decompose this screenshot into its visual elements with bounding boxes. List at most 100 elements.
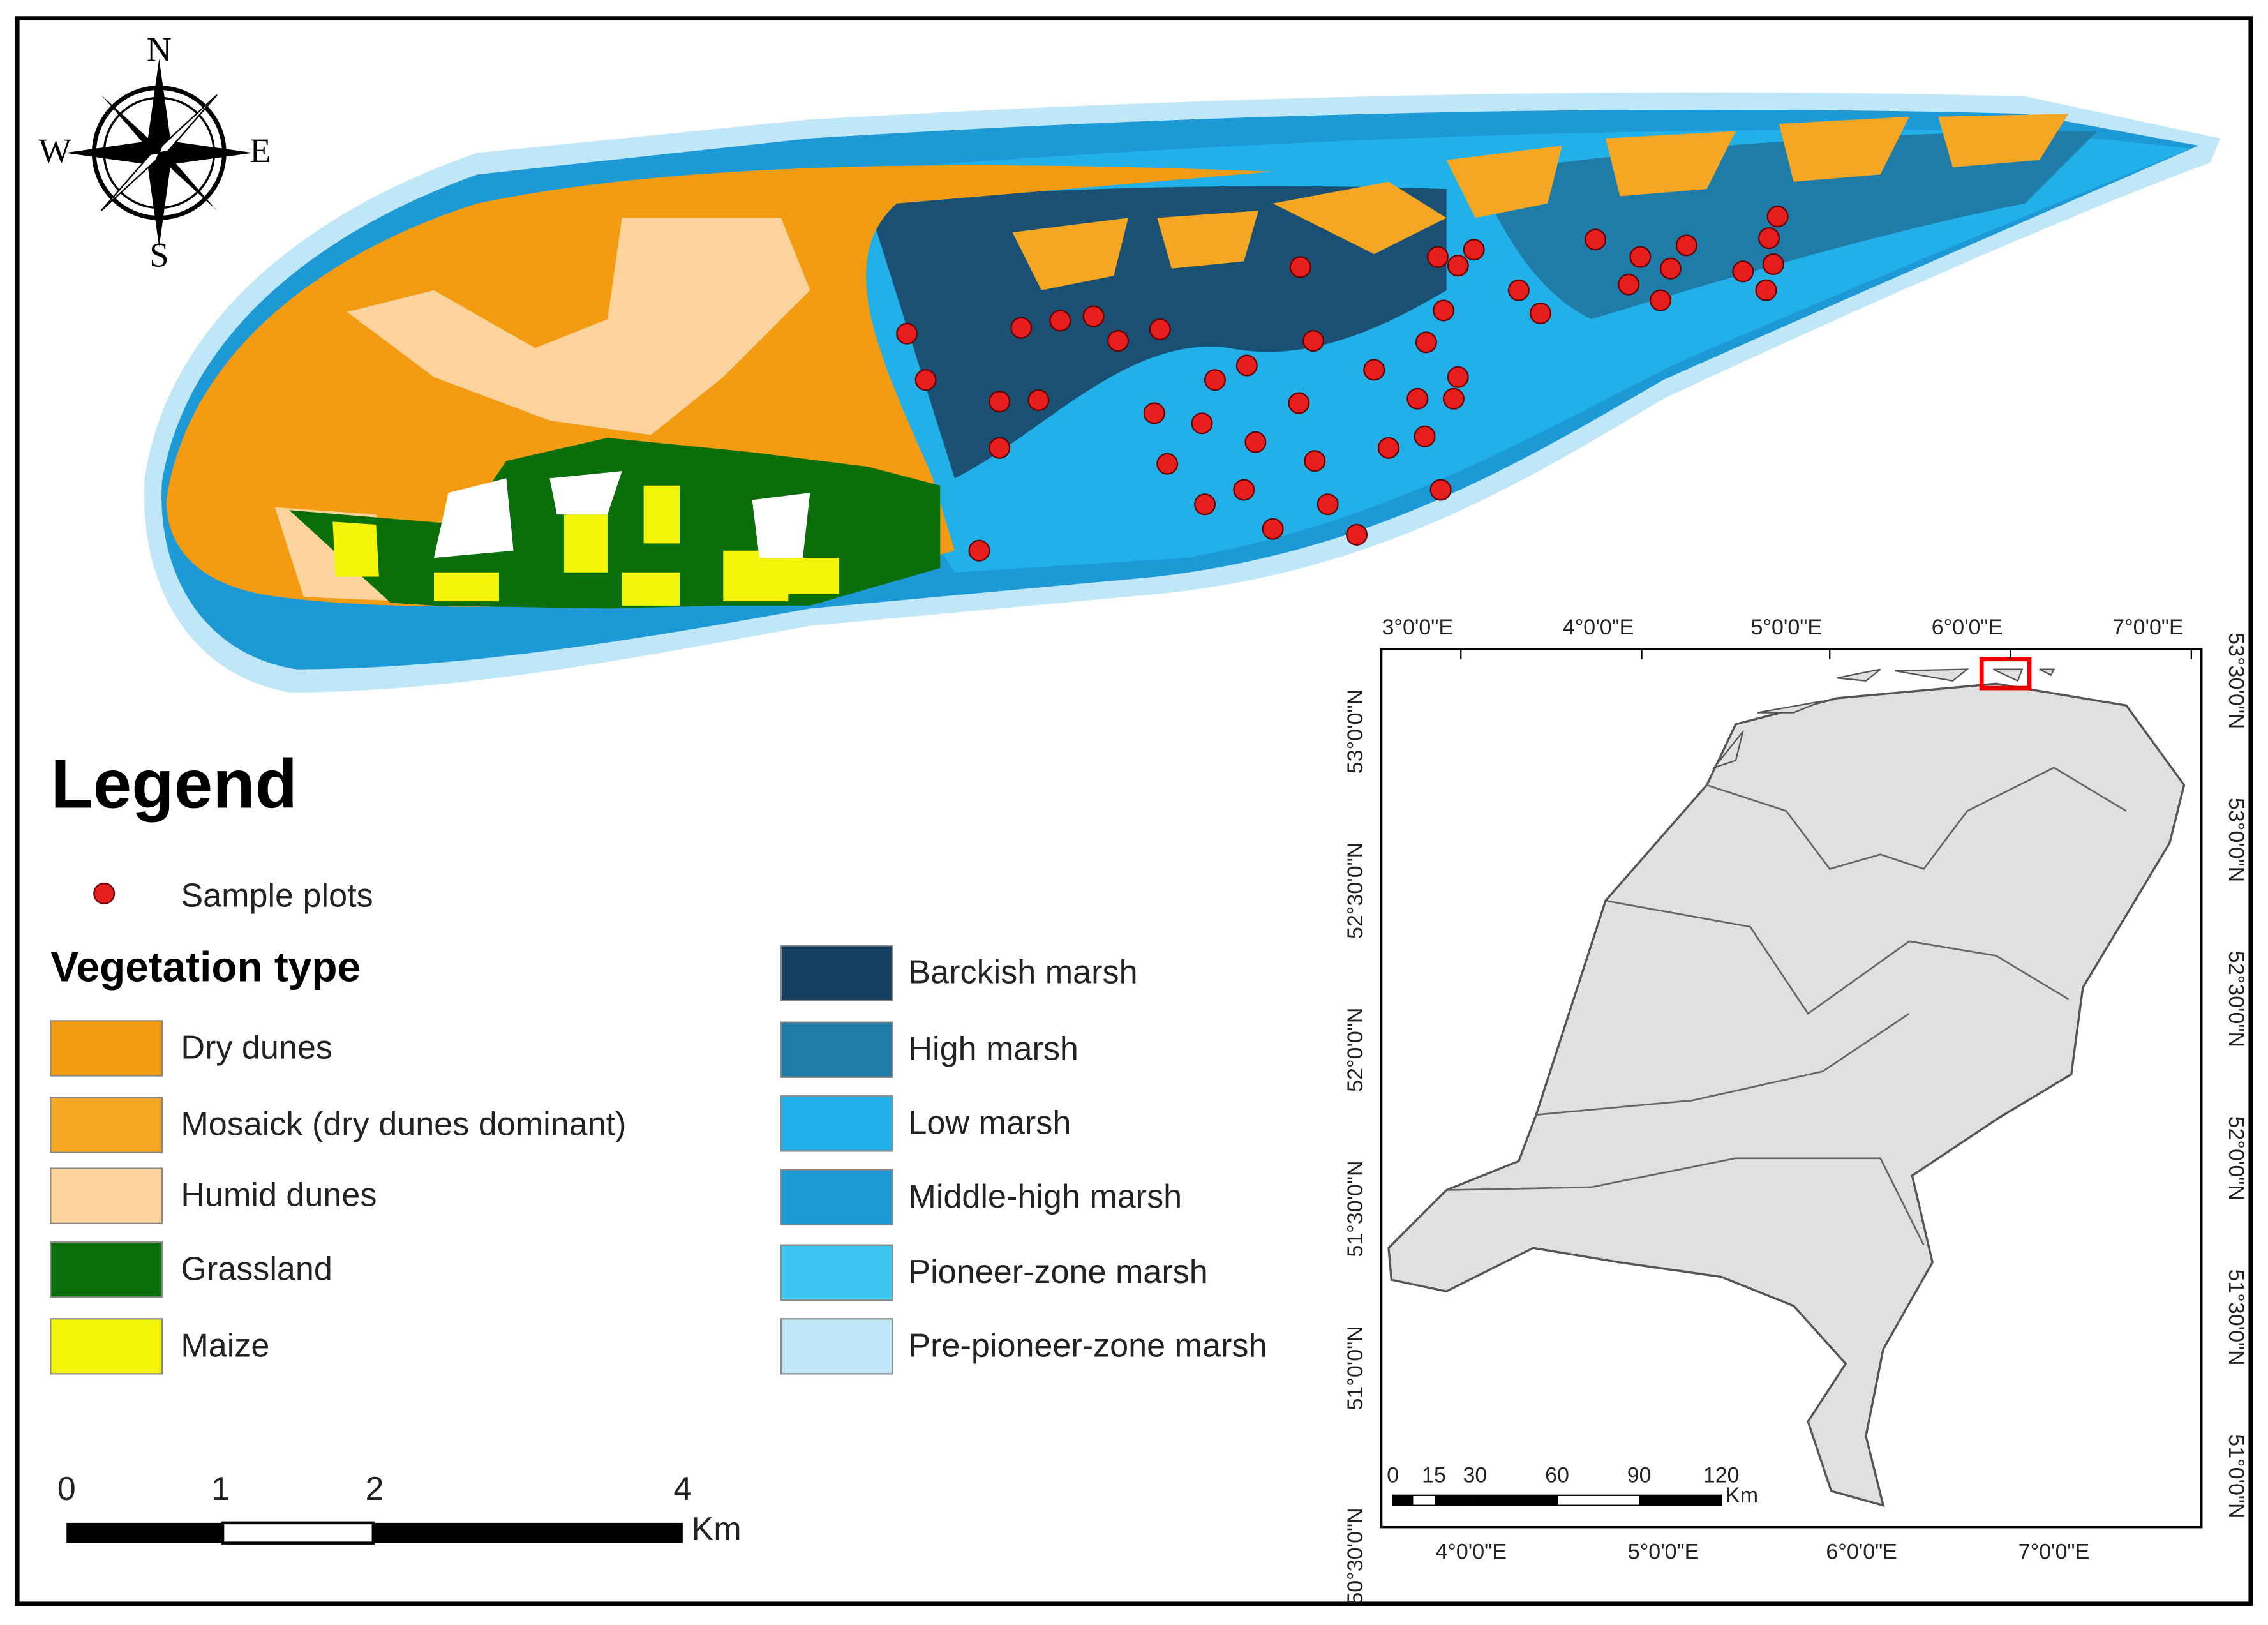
scale-label: 4 <box>673 1471 692 1508</box>
legend-label: Middle-high marsh <box>908 1178 1182 1215</box>
left-coord: 51°0'0"N <box>1343 1326 1368 1410</box>
sample-plot <box>1426 246 1449 268</box>
sample-plot <box>1233 479 1255 501</box>
sample-plot <box>1010 317 1033 339</box>
sample-plot <box>1302 330 1325 352</box>
sample-plot <box>1442 387 1465 410</box>
left-coord: 52°30'0"N <box>1343 842 1368 939</box>
sample-plot <box>1363 359 1385 381</box>
sample-plot <box>1433 299 1455 322</box>
compass-w: W <box>38 131 71 170</box>
sample-plot <box>1758 227 1780 250</box>
sample-plot <box>1650 289 1672 311</box>
bottom-coord: 4°0'0"E <box>1435 1539 1507 1564</box>
legend-swatch <box>50 1097 163 1153</box>
sample-plot <box>1732 260 1754 283</box>
left-coord: 52°0'0"N <box>1343 1008 1368 1092</box>
top-coord: 5°0'0"E <box>1750 615 1822 640</box>
sample-plot <box>1244 431 1267 453</box>
legend-swatch <box>780 945 893 1001</box>
sample-plot <box>914 369 937 391</box>
inset-scale-label: 90 <box>1627 1463 1652 1487</box>
legend-items: Dry dunes Mosaick (dry dunes dominant) Hum… <box>50 945 1267 1375</box>
legend-label: Grassland <box>181 1250 332 1287</box>
inset-scale-label: 120 <box>1703 1463 1740 1487</box>
sample-plot <box>1447 255 1469 277</box>
sample-plot <box>1194 493 1216 516</box>
legend-swatch <box>780 1244 893 1301</box>
right-coord: 51°30'0"N <box>2224 1269 2248 1365</box>
sample-plot-symbol <box>93 882 116 904</box>
sample-plot <box>968 539 990 562</box>
bottom-coord: 7°0'0"E <box>2018 1539 2090 1564</box>
right-coord: 53°0'0"N <box>2224 798 2248 882</box>
scale-bar: 0 1 2 4Km <box>57 1471 742 1548</box>
inset-scale-label: 30 <box>1463 1463 1487 1487</box>
top-coord: 6°0'0"E <box>1932 615 2003 640</box>
sample-plot <box>1463 239 1485 261</box>
right-coord: 52°0'0"N <box>2224 1116 2248 1201</box>
sample-plot <box>1204 369 1226 391</box>
right-coord: 51°0'0"N <box>2224 1434 2248 1518</box>
sample-plot <box>1675 234 1697 257</box>
sample-plot <box>1027 389 1050 412</box>
inset-scale-label: 60 <box>1545 1463 1569 1487</box>
legend-label: Pre-pioneer-zone marsh <box>908 1327 1267 1364</box>
sample-plot <box>1755 279 1777 301</box>
inset-scale-label: 15 <box>1422 1463 1446 1487</box>
legend-swatch <box>50 1318 163 1375</box>
sample-plot <box>1377 437 1399 459</box>
sample-plot <box>1507 279 1530 301</box>
scale-label: 0 <box>57 1471 76 1508</box>
top-coord: 3°0'0"E <box>1382 615 1453 640</box>
sample-plot <box>1156 453 1179 475</box>
sample-plot <box>1235 354 1258 377</box>
sample-plot <box>1406 387 1429 410</box>
top-coord: 4°0'0"E <box>1563 615 1634 640</box>
legend-swatch <box>780 1095 893 1152</box>
sample-plot <box>1289 256 1311 278</box>
sample-plot <box>1049 310 1071 332</box>
sample-plot <box>1762 253 1784 275</box>
legend-swatch <box>780 1021 893 1078</box>
legend-swatch <box>50 1241 163 1298</box>
right-coord: 52°30'0"N <box>2224 951 2248 1047</box>
inset-scale-unit: Km <box>1726 1483 1758 1508</box>
legend-swatch <box>50 1020 163 1077</box>
legend-swatch <box>780 1169 893 1226</box>
sample-plot <box>1191 412 1213 435</box>
inset-map: 3°0'0"E 4°0'0"E 5°0'0"E 6°0'0"E 7°0'0"E 4°0'0… <box>1343 615 2248 1604</box>
sample-plot <box>1618 273 1640 296</box>
sample-plot <box>1447 366 1469 388</box>
sample-plot <box>989 437 1011 459</box>
right-coord: 53°30'0"N <box>2224 633 2248 729</box>
legend-label: Barckish marsh <box>908 954 1137 991</box>
sample-plot <box>989 391 1011 413</box>
compass-e: E <box>250 131 271 170</box>
sample-plot <box>1288 392 1310 414</box>
sample-plot <box>896 322 918 345</box>
legend-label: Low marsh <box>908 1104 1071 1141</box>
scale-label: 1 <box>211 1471 230 1508</box>
legend-label: Pioneer-zone marsh <box>908 1254 1207 1291</box>
sample-plot <box>1529 303 1551 325</box>
legend-label: Dry dunes <box>181 1029 332 1066</box>
inset-scale-label: 0 <box>1387 1463 1399 1487</box>
sample-plot <box>1414 425 1436 447</box>
scale-unit: Km <box>691 1511 741 1548</box>
left-coord: 53°0'0"N <box>1343 689 1368 774</box>
legend-label: Mosaick (dry dunes dominant) <box>181 1106 626 1143</box>
bottom-coord: 6°0'0"E <box>1826 1539 1897 1564</box>
sample-plot <box>1429 479 1452 501</box>
sample-plot <box>1143 402 1165 424</box>
legend-label: Sample plots <box>181 877 373 914</box>
sample-plot <box>1262 518 1284 540</box>
compass-n: N <box>147 31 172 69</box>
legend-label: Humid dunes <box>181 1177 377 1214</box>
sample-plot <box>1082 305 1105 327</box>
sample-plot <box>1149 318 1171 340</box>
island-map <box>144 92 2221 693</box>
legend-swatch <box>50 1167 163 1224</box>
sample-plot <box>1766 206 1789 228</box>
